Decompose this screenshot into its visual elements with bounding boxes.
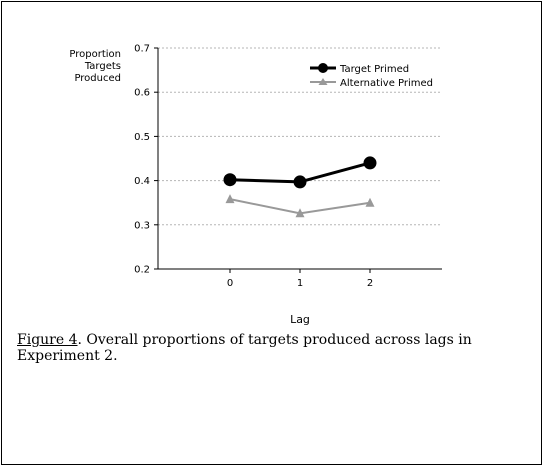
data-point-target-primed [363, 156, 377, 170]
legend-marker-alternative-primed [318, 78, 328, 85]
y-axis-label-line-3: Produced [74, 73, 121, 84]
legend-marker-target-primed [318, 63, 328, 73]
y-tick-label: 0.6 [134, 88, 150, 99]
data-point-alternative-primed [295, 208, 305, 218]
y-axis-label-line-2: Targets [84, 61, 121, 72]
caption-text: . Overall proportions of targets produce… [17, 332, 472, 364]
series-group [223, 156, 377, 218]
y-tick-label: 0.2 [134, 265, 150, 276]
y-tick-labels: 0.2 0.3 0.4 0.5 0.6 0.7 [134, 44, 150, 276]
data-point-target-primed [223, 173, 237, 187]
x-axis-label: Lag [290, 313, 310, 326]
x-tick-label: 1 [297, 278, 303, 289]
data-point-alternative-primed [225, 194, 235, 204]
legend-label-target-primed: Target Primed [339, 64, 409, 75]
y-tick-label: 0.3 [134, 220, 150, 231]
legend: Target Primed Alternative Primed [310, 63, 433, 89]
data-point-alternative-primed [365, 197, 375, 207]
y-axis-label: Proportion Targets Produced [69, 49, 121, 84]
figure-caption: Figure 4. Overall proportions of targets… [17, 332, 527, 364]
x-tick-label: 0 [227, 278, 233, 289]
data-point-target-primed [293, 175, 307, 189]
legend-label-alternative-primed: Alternative Primed [340, 78, 433, 89]
x-tick-label: 2 [367, 278, 373, 289]
y-tick-label: 0.7 [134, 44, 150, 55]
line-chart: Proportion Targets Produced 0.2 0.3 0.4 0.5… [69, 44, 442, 326]
y-axis-label-line-1: Proportion [69, 49, 121, 60]
figure-label: Figure 4 [17, 332, 78, 348]
y-tick-label: 0.4 [134, 176, 150, 187]
axes [154, 47, 442, 273]
x-tick-labels: 0 1 2 [227, 278, 373, 289]
y-tick-label: 0.5 [134, 132, 150, 143]
